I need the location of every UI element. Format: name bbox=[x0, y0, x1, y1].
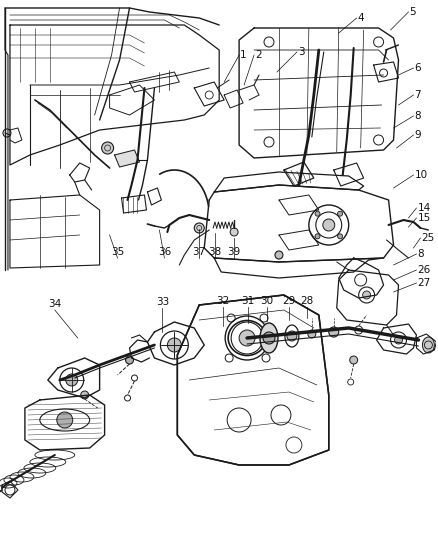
Circle shape bbox=[81, 391, 88, 399]
Text: 38: 38 bbox=[208, 247, 222, 257]
Circle shape bbox=[263, 332, 275, 344]
Text: 14: 14 bbox=[417, 203, 431, 213]
Text: 36: 36 bbox=[158, 247, 171, 257]
Polygon shape bbox=[115, 150, 139, 167]
Text: 9: 9 bbox=[414, 130, 421, 140]
Text: 35: 35 bbox=[111, 247, 124, 257]
Ellipse shape bbox=[260, 323, 278, 353]
Circle shape bbox=[323, 219, 335, 231]
Text: 28: 28 bbox=[300, 296, 314, 306]
Text: 10: 10 bbox=[414, 170, 427, 180]
Text: 8: 8 bbox=[414, 111, 421, 121]
Text: 39: 39 bbox=[227, 247, 241, 257]
Circle shape bbox=[363, 291, 371, 299]
Text: 2: 2 bbox=[255, 50, 261, 60]
Circle shape bbox=[315, 234, 320, 239]
Text: 31: 31 bbox=[241, 296, 255, 306]
Text: 1: 1 bbox=[240, 50, 247, 60]
Text: 29: 29 bbox=[283, 296, 296, 306]
Circle shape bbox=[329, 327, 339, 337]
Text: 33: 33 bbox=[156, 297, 169, 307]
Text: 30: 30 bbox=[261, 296, 274, 306]
Circle shape bbox=[338, 211, 343, 216]
Text: 8: 8 bbox=[417, 249, 424, 259]
Ellipse shape bbox=[422, 337, 434, 353]
Text: 5: 5 bbox=[410, 7, 416, 17]
Circle shape bbox=[350, 356, 358, 364]
Circle shape bbox=[315, 211, 320, 216]
Text: 7: 7 bbox=[414, 90, 421, 100]
Circle shape bbox=[126, 356, 134, 364]
Circle shape bbox=[395, 336, 403, 344]
Circle shape bbox=[194, 223, 204, 233]
Circle shape bbox=[275, 251, 283, 259]
Circle shape bbox=[66, 374, 78, 386]
Text: 34: 34 bbox=[48, 299, 61, 309]
Text: 15: 15 bbox=[417, 213, 431, 223]
Circle shape bbox=[167, 338, 181, 352]
Circle shape bbox=[287, 331, 297, 341]
Text: 27: 27 bbox=[417, 278, 431, 288]
Circle shape bbox=[239, 330, 255, 346]
Text: 25: 25 bbox=[421, 233, 434, 243]
Circle shape bbox=[57, 412, 73, 428]
Circle shape bbox=[102, 142, 113, 154]
Circle shape bbox=[230, 228, 238, 236]
Text: 32: 32 bbox=[216, 296, 230, 306]
Text: 26: 26 bbox=[417, 265, 431, 275]
Text: 37: 37 bbox=[193, 247, 206, 257]
Circle shape bbox=[308, 330, 316, 338]
Circle shape bbox=[338, 234, 343, 239]
Text: 4: 4 bbox=[358, 13, 364, 23]
Text: 3: 3 bbox=[298, 47, 304, 57]
Text: 6: 6 bbox=[414, 63, 421, 73]
